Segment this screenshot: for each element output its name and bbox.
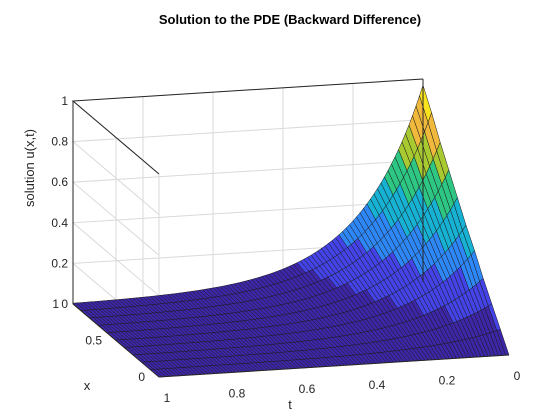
t-tick-label: 1 — [164, 391, 171, 405]
z-tick-label: 0.6 — [51, 175, 68, 189]
t-axis-line — [158, 354, 510, 378]
t-tick-label: 0.6 — [299, 382, 316, 396]
x-tick-label: 0 — [138, 370, 145, 384]
x-axis-label: x — [84, 378, 91, 393]
x-tick-label: 1 — [52, 297, 59, 311]
gridline-z — [71, 78, 424, 175]
top-edge — [71, 78, 424, 175]
z-axis-label: solution u(x,t) — [22, 129, 37, 207]
surface — [72, 84, 510, 378]
chart-title: Solution to the PDE (Backward Difference… — [159, 12, 421, 27]
x-axis-line — [72, 303, 160, 378]
t-tick-label: 0.4 — [369, 378, 386, 392]
t-tick-label: 0.2 — [439, 373, 456, 387]
z-tick-label: 1 — [61, 94, 68, 108]
t-tick-label: 0 — [514, 369, 521, 383]
z-tick-label: 0 — [61, 297, 68, 311]
x-tick-label: 0.5 — [85, 334, 102, 348]
z-tick-label: 0.2 — [51, 256, 68, 270]
z-tick-label: 0.8 — [51, 135, 68, 149]
t-axis-label: t — [288, 397, 292, 412]
t-tick-label: 0.8 — [229, 387, 246, 401]
z-tick-label: 0.4 — [51, 216, 68, 230]
